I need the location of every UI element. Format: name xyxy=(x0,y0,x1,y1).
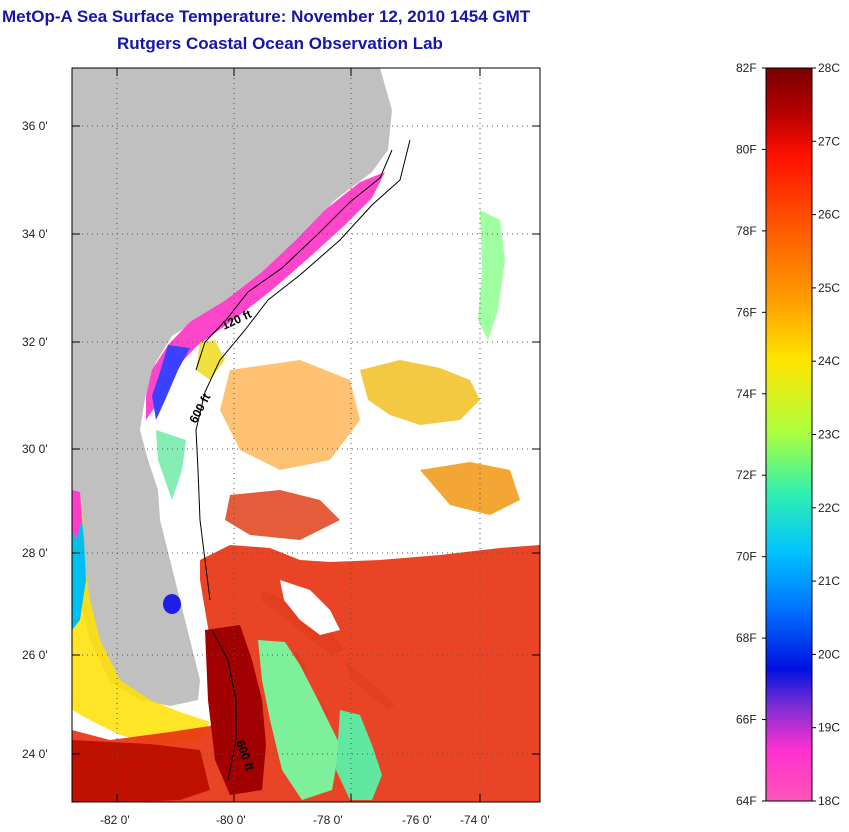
colorbar xyxy=(766,68,812,801)
colorbar-c-label: 20C xyxy=(818,647,840,661)
map-border xyxy=(71,67,541,803)
colorbar-c-label: 21C xyxy=(818,574,840,588)
lake-okeechobee xyxy=(163,594,181,614)
sst-straits-warm xyxy=(72,740,210,802)
colorbar-c-label: 18C xyxy=(818,794,840,808)
lon-label-82: -82 0' xyxy=(100,813,130,827)
contour-120ft xyxy=(195,149,393,371)
sst-coastal-cold-band xyxy=(146,172,385,420)
sst-coastal-blue-band xyxy=(152,345,190,420)
lon-label-76: -76 0' xyxy=(402,813,432,827)
colorbar-c-label: 26C xyxy=(818,208,840,222)
sst-nearshore-yellow xyxy=(196,340,225,380)
sst-gulf-stream-warm xyxy=(72,545,540,802)
sst-bahama-bank-green xyxy=(258,640,340,800)
colorbar-f-label: 70F xyxy=(736,550,757,564)
contour-600ft-straits xyxy=(211,629,237,781)
colorbar-c-label: 28C xyxy=(818,61,840,75)
lon-label-78: -78 0' xyxy=(313,813,343,827)
lat-label-36: 36 0' xyxy=(22,119,48,133)
colorbar-f-label: 76F xyxy=(736,305,757,319)
sst-offshore-yellow xyxy=(360,360,480,425)
colorbar-f-label: 66F xyxy=(736,713,757,727)
map-title: MetOp-A Sea Surface Temperature: Novembe… xyxy=(2,7,531,26)
colorbar-c-label: 25C xyxy=(818,281,840,295)
sst-offshore-orange-east xyxy=(420,462,520,515)
map-ticks xyxy=(72,68,540,802)
colorbar-f-label: 80F xyxy=(736,142,757,156)
sst-gulf-shelf-yellow xyxy=(72,490,210,745)
colorbar-c-label: 22C xyxy=(818,501,840,515)
colorbar-f-label: 82F xyxy=(736,61,757,75)
map-grid xyxy=(72,68,540,802)
sst-gulf-shelf-pink xyxy=(72,490,82,540)
lon-label-74: -74 0' xyxy=(460,813,490,827)
lat-label-26: 26 0' xyxy=(22,648,48,662)
lat-label-24: 24 0' xyxy=(22,747,48,761)
lon-label-80: -80 0' xyxy=(216,813,246,827)
colorbar-f-label: 74F xyxy=(736,387,757,401)
map-subtitle: Rutgers Coastal Ocean Observation Lab xyxy=(117,34,443,53)
colorbar-c-label: 23C xyxy=(818,428,840,442)
colorbar-f-label: 68F xyxy=(736,631,757,645)
lat-label-32: 32 0' xyxy=(22,335,48,349)
colorbar-f-label: 78F xyxy=(736,224,757,238)
sst-exuma-green xyxy=(336,710,382,800)
lat-label-34: 34 0' xyxy=(22,227,48,241)
sst-offshore-red xyxy=(225,490,340,540)
colorbar-c-label: 27C xyxy=(818,134,840,148)
contour-600ft xyxy=(195,139,411,601)
sst-bahamas-cloud xyxy=(280,580,340,635)
lat-label-28: 28 0' xyxy=(22,546,48,560)
colorbar-c-label: 24C xyxy=(818,354,840,368)
sst-nearshore-green xyxy=(156,430,186,500)
colorbar-c-label: 19C xyxy=(818,721,840,735)
sst-offshore-orange xyxy=(220,360,360,470)
land-southeast-us xyxy=(72,68,392,706)
lat-label-30: 30 0' xyxy=(22,442,48,456)
sst-offshore-green xyxy=(478,210,505,340)
colorbar-f-label: 72F xyxy=(736,468,757,482)
colorbar-f-label: 64F xyxy=(736,794,757,808)
